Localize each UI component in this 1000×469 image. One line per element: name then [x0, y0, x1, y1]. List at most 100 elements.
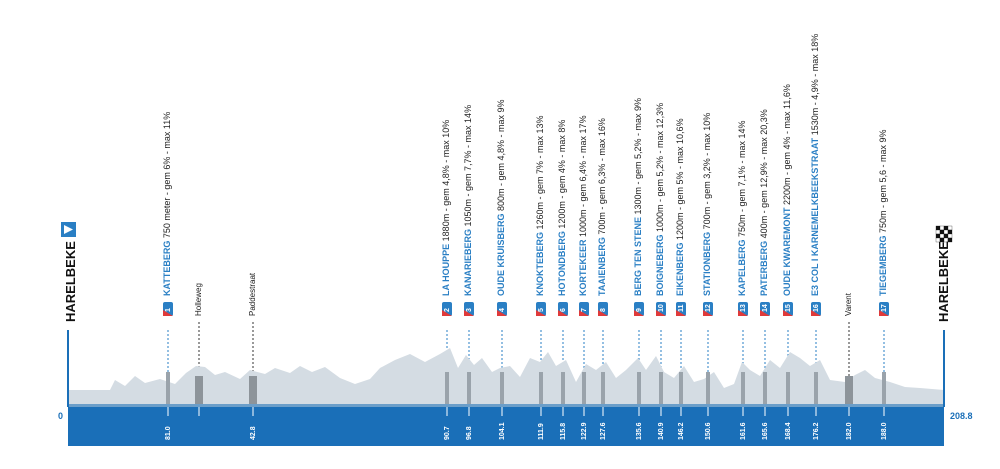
- climb-marker-triangle: [634, 310, 644, 316]
- climb-marker-icon: [497, 302, 507, 316]
- climb-marker-triangle: [442, 310, 452, 316]
- finish-town-label: HARELBEKE: [936, 241, 951, 322]
- climb-marker-triangle: [558, 310, 568, 316]
- km-marker-label: 122.9: [581, 422, 588, 440]
- climb-shades: [166, 372, 886, 404]
- climb-marker-icon: [558, 302, 568, 316]
- sector-label: Varent: [844, 293, 853, 316]
- climb-shade: [763, 372, 767, 404]
- climb-number: 7: [581, 308, 588, 312]
- climb-label: BOIGNEBERG 1000m - gem 5,2% - max 12,3%: [655, 103, 666, 296]
- climb-number: 14: [762, 304, 769, 312]
- km-marker-label: 161.6: [740, 422, 747, 440]
- km-marker-label: 115.8: [560, 422, 567, 440]
- climb-name: EIKENBERG: [675, 242, 685, 296]
- climb-number: 13: [740, 304, 747, 312]
- climb-marker-icon: [634, 302, 644, 316]
- climb-name: TIEGEMBERG: [878, 235, 888, 296]
- climb-details: 700m - gem 3,2% - max 10%: [702, 112, 712, 232]
- climb-details: 1000m - gem 6,4% - max 17%: [578, 115, 588, 240]
- climb-marker-triangle: [760, 310, 770, 316]
- climb-details: 1880m - gem 4,8% - max 10%: [441, 119, 451, 244]
- checkered-flag-icon: [935, 225, 953, 243]
- climb-number: 10: [658, 304, 665, 312]
- climb-details: 800m - gem 4,8% - max 9%: [496, 99, 506, 214]
- climb-details: 400m - gem 12,9% - max 20,3%: [759, 109, 769, 241]
- climb-label: STATIONBERG 700m - gem 3,2% - max 10%: [702, 113, 713, 296]
- km-marker-label: 90.7: [444, 426, 451, 440]
- climb-label: TAAIENBERG 700m - gem 6,3% - max 16%: [597, 118, 608, 296]
- checker-square: [943, 225, 949, 231]
- climb-label: LA HOUPPE 1880m - gem 4,8% - max 10%: [441, 120, 452, 296]
- climb-details: 1530m - 4,9% - max 18%: [810, 33, 820, 138]
- climb-marker-triangle: [738, 310, 748, 316]
- climb-marker-triangle: [703, 310, 713, 316]
- climb-name: KORTEKEER: [578, 239, 588, 296]
- km-marker-label: 182.0: [846, 422, 853, 440]
- climb-marker-triangle: [676, 310, 686, 316]
- climb-number: 17: [881, 304, 888, 312]
- climb-shade: [814, 372, 818, 404]
- km-marker-label: 188.0: [881, 422, 888, 440]
- climb-number: 1: [165, 308, 172, 312]
- climb-details: 1260m - gem 7% - max 13%: [535, 115, 545, 232]
- checker-square: [939, 225, 945, 231]
- climb-marker-triangle: [536, 310, 546, 316]
- climb-marker-icon: [656, 302, 666, 316]
- climb-marker-icon: [536, 302, 546, 316]
- climb-shade: [445, 372, 449, 404]
- climb-marker-triangle: [464, 310, 474, 316]
- climb-marker-triangle: [811, 310, 821, 316]
- start-flag-icon: [61, 222, 76, 237]
- climb-shade: [882, 372, 886, 404]
- climb-name: OUDE KWAREMONT: [782, 207, 792, 297]
- climb-shade: [166, 372, 170, 404]
- km-marker-label: 42.8: [250, 426, 257, 440]
- climb-label: BERG TEN STENE 1300m - gem 5,2% - max 9%: [633, 98, 644, 296]
- climb-number: 15: [785, 304, 792, 312]
- climb-marker-icon: [783, 302, 793, 316]
- climb-shade: [582, 372, 586, 404]
- km-marker-label: 111.9: [538, 423, 545, 440]
- climb-shade: [786, 372, 790, 404]
- km-marker-label: 127.6: [600, 422, 607, 440]
- climb-shade: [601, 372, 605, 404]
- climb-marker-icon: [676, 302, 686, 316]
- climb-name: KANARIEBERG: [463, 228, 473, 296]
- climb-marker-icon: [760, 302, 770, 316]
- climb-name: KATTEBERG: [162, 240, 172, 296]
- climb-markers: [163, 302, 889, 416]
- climb-details: 1050m - gem 7,7% - max 14%: [463, 104, 473, 229]
- climb-shade: [659, 372, 663, 404]
- climb-marker-icon: [579, 302, 589, 316]
- climb-details: 750 meter - gem 6% - max 11%: [162, 111, 172, 241]
- climb-marker-icon: [703, 302, 713, 316]
- climb-label: KANARIEBERG 1050m - gem 7,7% - max 14%: [463, 105, 474, 296]
- checker-square: [943, 233, 949, 239]
- climb-marker-triangle: [163, 310, 173, 316]
- climb-number: 3: [466, 308, 473, 312]
- climb-marker-triangle: [598, 310, 608, 316]
- total-km-label: 208.8: [950, 411, 973, 421]
- elevation-baseline: [68, 404, 944, 408]
- climb-details: 1200m - gem 5% - max 10,6%: [675, 118, 685, 243]
- climb-marker-triangle: [656, 310, 666, 316]
- climb-name: LA HOUPPE: [441, 243, 451, 296]
- climb-marker-triangle: [783, 310, 793, 316]
- climb-shade: [467, 372, 471, 404]
- climb-details: 2200m - gem 4% - max 11,6%: [782, 84, 792, 208]
- climb-label: HOTONDBERG 1200m - gem 4% - max 8%: [557, 120, 568, 296]
- climb-label: KORTEKEER 1000m - gem 6,4% - max 17%: [578, 115, 589, 296]
- climb-number: 8: [600, 308, 607, 312]
- climb-marker-icon: [879, 302, 889, 316]
- climb-shade: [539, 372, 543, 404]
- climb-details: 1200m - gem 4% - max 8%: [557, 119, 567, 232]
- checker-square: [947, 233, 953, 239]
- climb-marker-triangle: [497, 310, 507, 316]
- climb-shade: [561, 372, 565, 404]
- checker-square: [943, 229, 949, 235]
- climb-details: 1000m - gem 5,2% - max 12,3%: [655, 102, 665, 235]
- sector-shade: [195, 376, 203, 404]
- climb-marker-icon: [464, 302, 474, 316]
